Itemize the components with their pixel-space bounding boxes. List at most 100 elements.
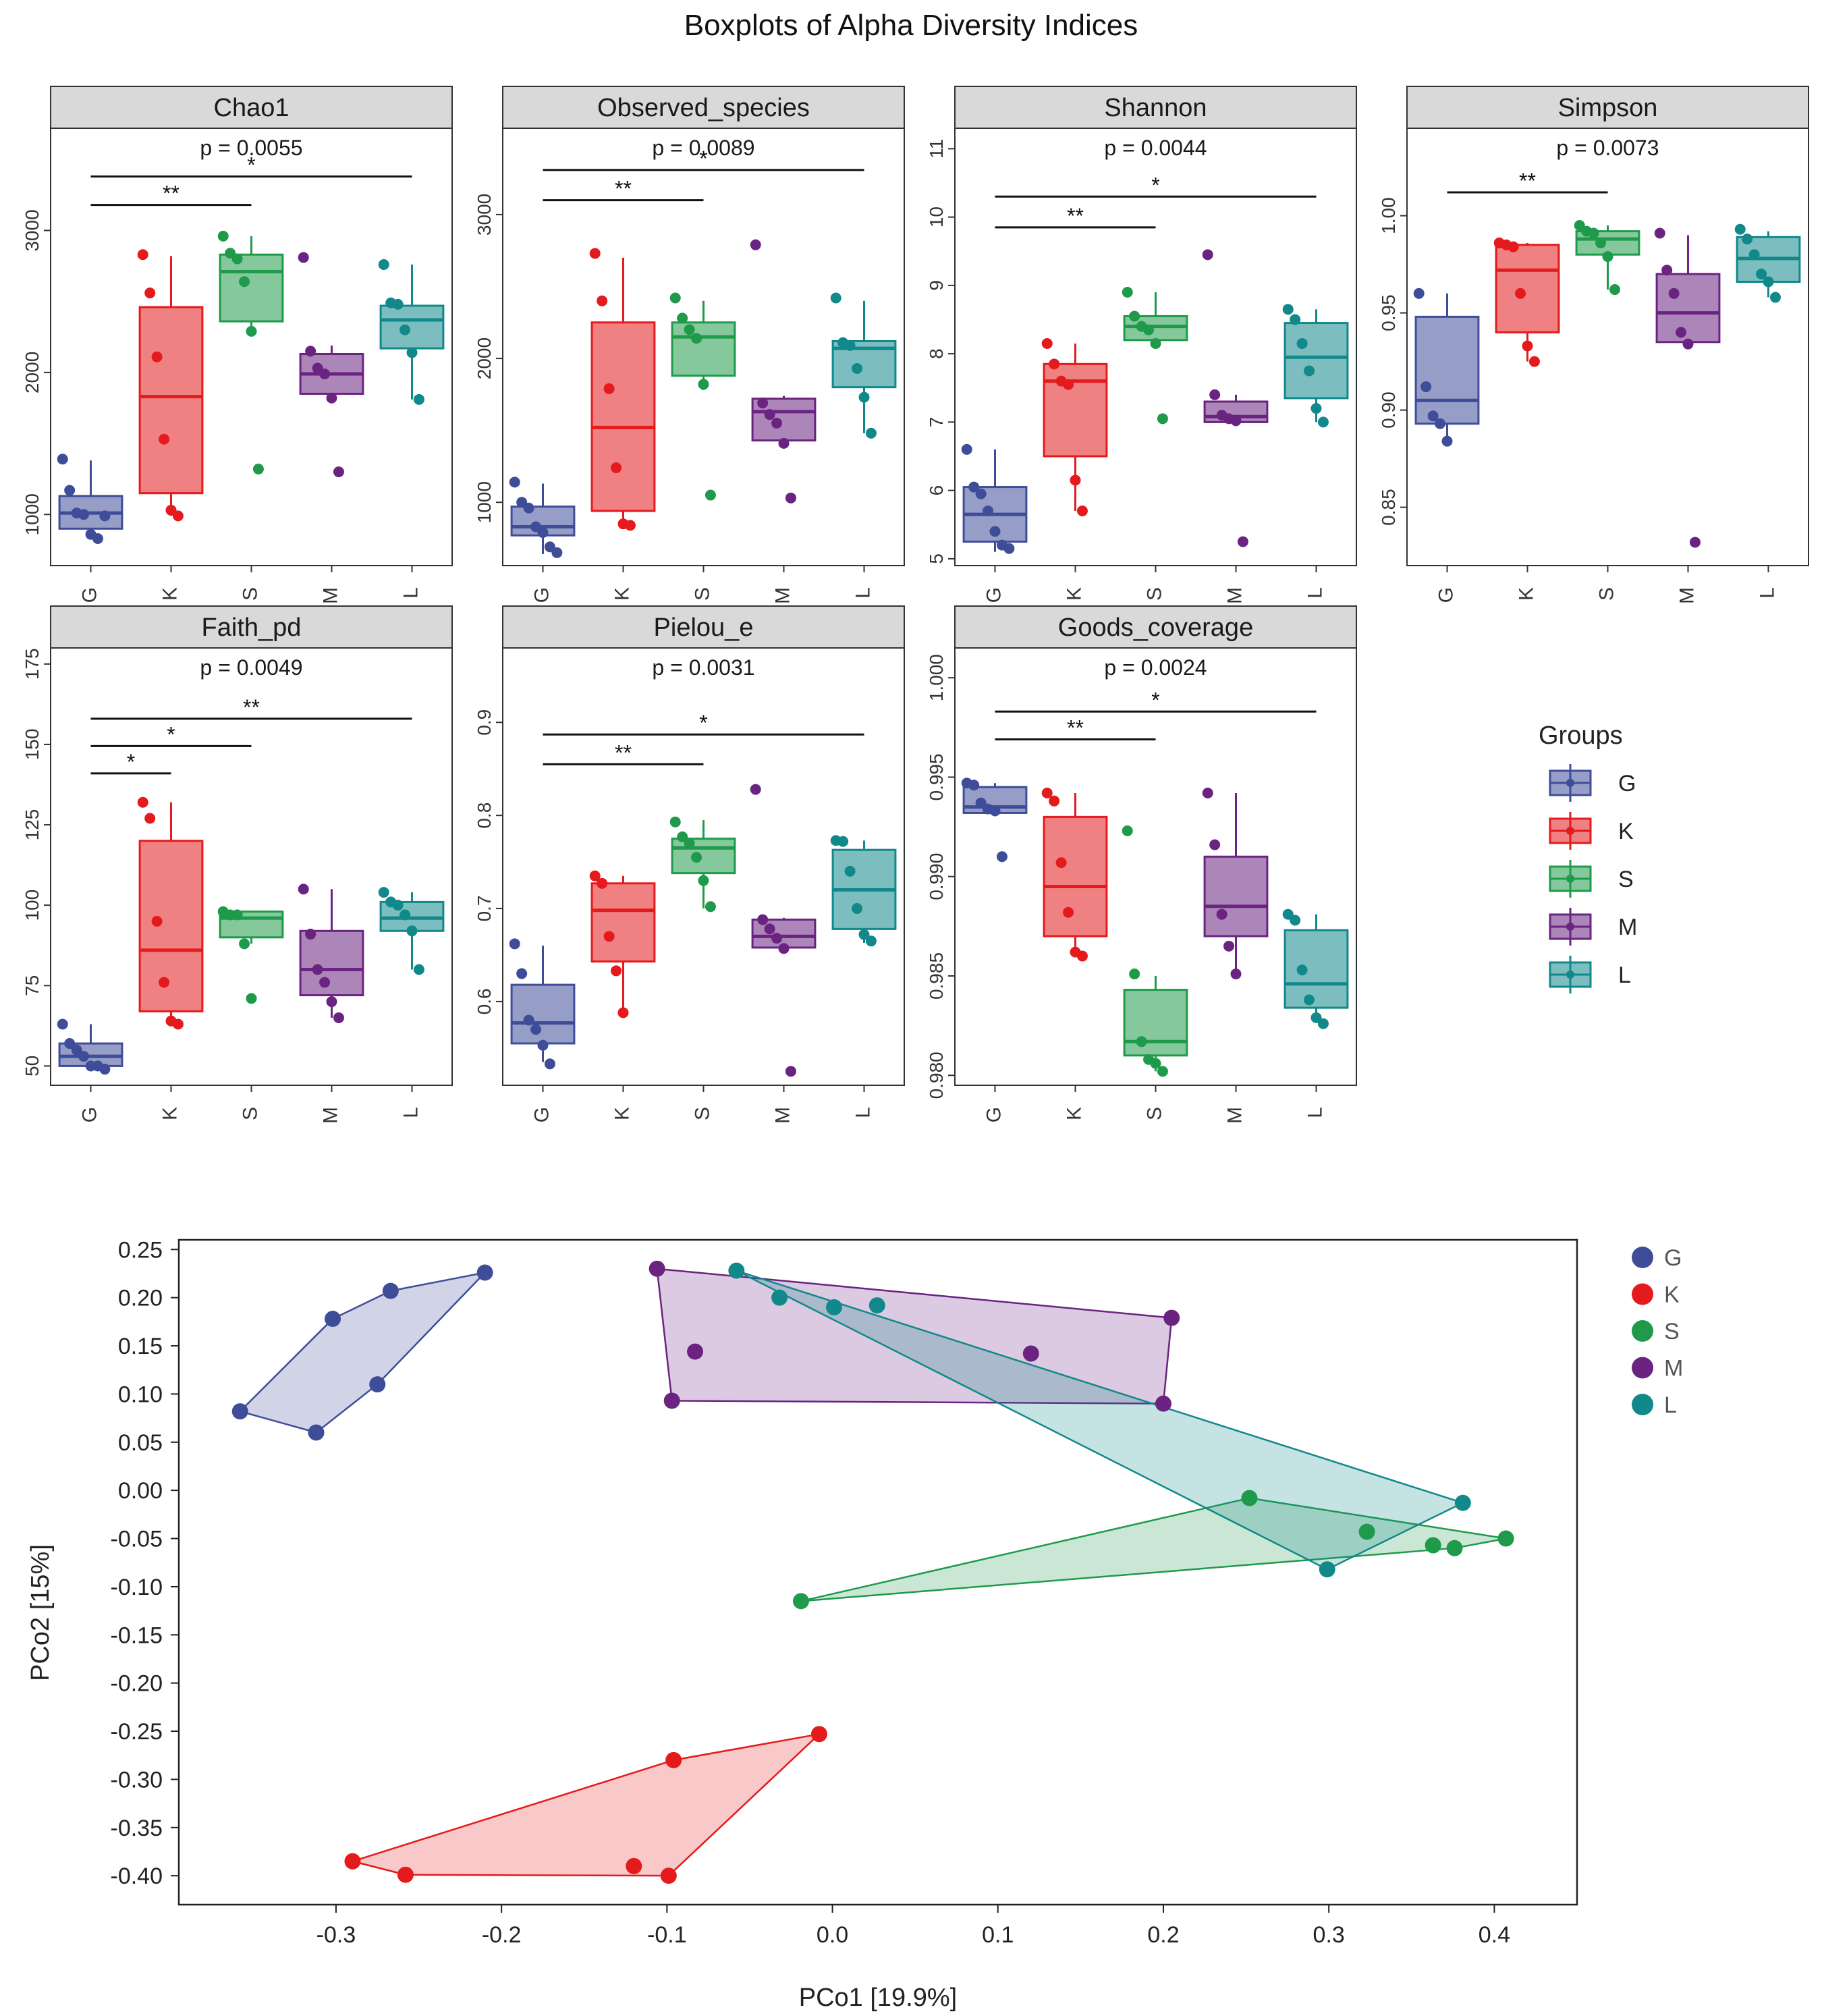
x-tick-label: K <box>159 1107 181 1120</box>
data-point <box>617 1007 629 1018</box>
y-tick-label: 8 <box>926 348 947 359</box>
x-tick-label: G <box>1435 587 1457 603</box>
scatter-point <box>663 1392 680 1409</box>
data-point <box>750 784 761 795</box>
data-point <box>1310 1012 1322 1023</box>
box-body <box>1203 855 1269 937</box>
x-tick-label: K <box>1515 587 1537 601</box>
data-point <box>406 925 418 937</box>
p-value: p = 0.0024 <box>1104 655 1207 680</box>
scatter-point <box>1497 1530 1514 1547</box>
box-k <box>589 248 656 531</box>
pcoa-y-tick-label: -0.20 <box>111 1671 163 1697</box>
scatter-point <box>397 1866 414 1883</box>
data-point <box>1595 237 1607 248</box>
p-value: p = 0.0089 <box>652 136 754 160</box>
data-point <box>1076 950 1088 962</box>
data-point <box>413 393 424 405</box>
data-point <box>750 239 761 250</box>
box-m <box>298 883 364 1023</box>
box-body <box>1043 362 1108 458</box>
box-s <box>1122 825 1188 1077</box>
box-m <box>750 239 817 503</box>
box-body <box>1283 929 1349 1009</box>
pcoa-y-tick-label: -0.35 <box>111 1816 163 1841</box>
x-tick-label: L <box>399 1107 422 1118</box>
y-tick-label: 175 <box>22 648 43 680</box>
legend-label: S <box>1618 867 1634 892</box>
x-tick-label: S <box>239 587 261 601</box>
pcoa-y-axis-label: PCo2 [15%] <box>26 1544 55 1681</box>
data-point <box>1654 227 1665 239</box>
x-tick-label: S <box>691 1107 713 1120</box>
box-g <box>57 1018 123 1075</box>
pcoa-y-tick-label: 0.00 <box>118 1478 163 1504</box>
y-tick-label: 0.9 <box>474 709 495 736</box>
data-point <box>1769 292 1781 303</box>
pcoa-legend-item-m: M <box>1632 1356 1683 1382</box>
y-tick-label: 1000 <box>474 481 495 523</box>
pcoa-y-tick-label: -0.05 <box>111 1527 163 1552</box>
scatter-point <box>1358 1523 1375 1540</box>
data-point <box>1676 327 1687 338</box>
panel-title: Goods_coverage <box>1058 614 1253 642</box>
data-point <box>603 383 615 394</box>
pcoa-x-tick-label: -0.2 <box>482 1922 522 1948</box>
x-tick-label: M <box>319 587 341 604</box>
data-point <box>611 462 622 474</box>
box-body <box>1043 815 1108 937</box>
data-point <box>1202 788 1213 799</box>
legend-item-m: M <box>1549 908 1637 946</box>
pcoa-y-tick-label: 0.20 <box>118 1286 163 1311</box>
data-point <box>1427 410 1439 422</box>
pcoa-legend-dot <box>1632 1320 1653 1342</box>
y-tick-label: 11 <box>926 139 947 159</box>
data-point <box>1756 269 1767 279</box>
box-l <box>1734 223 1801 303</box>
data-point <box>1282 304 1294 315</box>
data-point <box>1602 251 1613 263</box>
hull-k <box>352 1733 821 1877</box>
box-l <box>378 887 445 975</box>
pcoa-legend-dot <box>1632 1283 1653 1305</box>
series-g <box>231 1264 493 1441</box>
data-point <box>852 903 863 915</box>
significance-label: ** <box>615 177 632 201</box>
data-point <box>1202 249 1213 261</box>
scatter-point <box>476 1264 493 1281</box>
box-body <box>138 840 204 1012</box>
data-point <box>78 509 90 520</box>
series-l <box>728 1262 1471 1578</box>
x-tick-label: G <box>78 1107 101 1122</box>
box-body <box>1123 315 1188 342</box>
data-point <box>326 392 337 404</box>
pcoa-y-tick-label: 0.15 <box>118 1334 163 1359</box>
pcoa-x-tick-label: -0.1 <box>647 1922 687 1948</box>
data-point <box>137 249 148 261</box>
data-point <box>92 533 103 545</box>
pcoa-legend-label: S <box>1664 1319 1680 1344</box>
significance-label: * <box>1151 173 1159 197</box>
y-tick-label: 0.95 <box>1378 294 1399 331</box>
data-point <box>1317 416 1329 428</box>
data-point <box>537 1039 549 1051</box>
significance-label: ** <box>163 182 180 206</box>
data-point <box>64 1038 76 1050</box>
data-point <box>1129 310 1140 322</box>
data-point <box>1216 908 1227 920</box>
data-point <box>57 1018 68 1030</box>
pcoa-y-tick-label: -0.25 <box>111 1719 163 1745</box>
data-point <box>144 288 156 299</box>
data-point <box>298 252 309 263</box>
data-point <box>159 433 170 445</box>
data-point <box>1122 287 1133 298</box>
data-point <box>705 489 716 501</box>
scatter-point <box>369 1376 386 1393</box>
x-tick-label: K <box>1063 587 1085 601</box>
data-point <box>319 977 331 988</box>
data-point <box>611 965 622 977</box>
data-point <box>172 510 184 522</box>
data-point <box>551 547 563 558</box>
scatter-point <box>1454 1494 1471 1511</box>
data-point <box>99 1064 111 1075</box>
